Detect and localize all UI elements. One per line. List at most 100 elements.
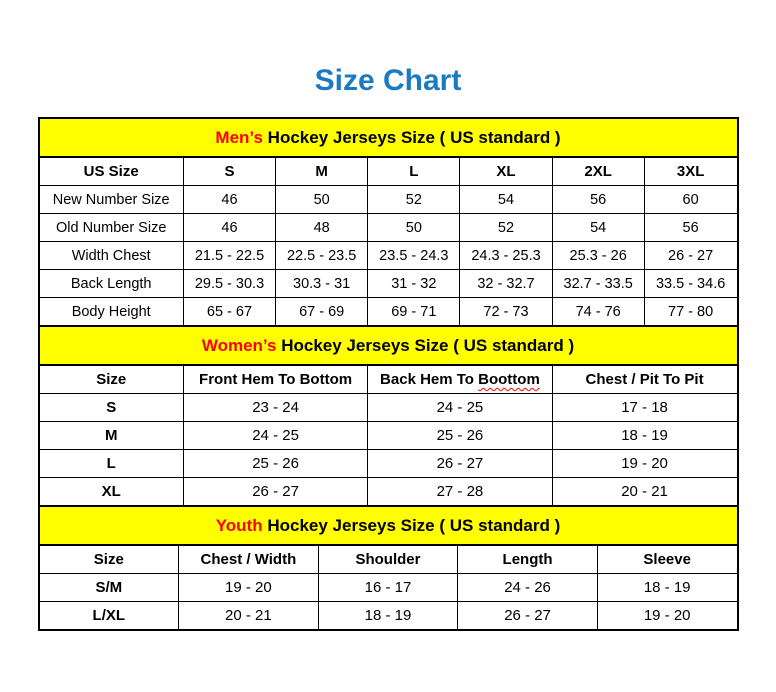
value-cell: 22.5 - 23.5 <box>275 241 369 270</box>
womens-size-table: Size Front Hem To Bottom Back Hem To Boo… <box>39 366 737 505</box>
col-header-cell: L <box>367 158 461 186</box>
col-header-cell: Size <box>39 546 180 574</box>
value-cell: 18 - 19 <box>551 421 737 450</box>
row-label-cell: L <box>39 449 184 478</box>
value-cell: 26 - 27 <box>457 601 598 629</box>
value-cell: 50 <box>367 213 461 242</box>
youth-size-table: Size Chest / Width Shoulder Length Sleev… <box>39 546 737 629</box>
mens-section-header: Men’s Hockey Jerseys Size ( US standard … <box>39 119 737 158</box>
table-row: S 23 - 24 24 - 25 17 - 18 <box>39 393 737 422</box>
row-label-cell: New Number Size <box>39 185 184 214</box>
col-header-cell: Chest / Width <box>178 546 319 574</box>
womens-section-header: Women’s Hockey Jerseys Size ( US standar… <box>39 325 737 366</box>
value-cell: 52 <box>367 185 461 214</box>
value-cell: 26 - 27 <box>182 477 369 505</box>
col-header-cell: M <box>275 158 369 186</box>
row-label-cell: Old Number Size <box>39 213 184 242</box>
youth-header-row: Size Chest / Width Shoulder Length Sleev… <box>39 546 737 574</box>
col-header-cell: Size <box>39 366 184 394</box>
table-row: Old Number Size 46 48 50 52 54 56 <box>39 213 737 242</box>
row-label-cell: S/M <box>39 573 180 602</box>
value-cell: 23 - 24 <box>182 393 369 422</box>
womens-section: Women’s Hockey Jerseys Size ( US standar… <box>39 325 737 505</box>
value-cell: 46 <box>182 213 277 242</box>
table-row: L 25 - 26 26 - 27 19 - 20 <box>39 449 737 478</box>
table-row: L/XL 20 - 21 18 - 19 26 - 27 19 - 20 <box>39 601 737 629</box>
col-header-cell: S <box>182 158 277 186</box>
row-label-cell: S <box>39 393 184 422</box>
value-cell: 19 - 20 <box>596 601 737 629</box>
womens-header-highlight: Women’s <box>201 335 277 355</box>
youth-header-highlight: Youth <box>215 515 263 535</box>
value-cell: 18 - 19 <box>317 601 459 629</box>
value-cell: 74 - 76 <box>551 297 645 325</box>
value-cell: 65 - 67 <box>182 297 277 325</box>
col-header-cell: XL <box>459 158 553 186</box>
mens-header-rest: Hockey Jerseys Size ( US standard ) <box>262 127 561 147</box>
col-header-cell: US Size <box>39 158 184 186</box>
value-cell: 48 <box>275 213 369 242</box>
youth-header-rest: Hockey Jerseys Size ( US standard ) <box>262 515 561 535</box>
value-cell: 16 - 17 <box>317 573 459 602</box>
mens-header-highlight: Men’s <box>215 127 263 147</box>
col-header-cell: Length <box>457 546 598 574</box>
womens-header-rest: Hockey Jerseys Size ( US standard ) <box>276 335 575 355</box>
mens-size-table: US Size S M L XL 2XL 3XL New Number Size… <box>39 158 737 325</box>
value-cell: 72 - 73 <box>459 297 553 325</box>
col-header-cell: 2XL <box>551 158 645 186</box>
row-label-cell: XL <box>39 477 184 505</box>
mens-section: Men’s Hockey Jerseys Size ( US standard … <box>39 119 737 325</box>
value-cell: 46 <box>182 185 277 214</box>
value-cell: 29.5 - 30.3 <box>182 269 277 298</box>
value-cell: 17 - 18 <box>551 393 737 422</box>
value-cell: 60 <box>643 185 737 214</box>
row-label-cell: M <box>39 421 184 450</box>
value-cell: 69 - 71 <box>367 297 461 325</box>
col-header-cell: 3XL <box>643 158 737 186</box>
value-cell: 18 - 19 <box>596 573 737 602</box>
value-cell: 27 - 28 <box>367 477 553 505</box>
size-chart-container: Men’s Hockey Jerseys Size ( US standard … <box>37 117 739 631</box>
col-header-cell: Shoulder <box>317 546 459 574</box>
value-cell: 26 - 27 <box>643 241 737 270</box>
col-header-cell: Sleeve <box>596 546 737 574</box>
table-row: Body Height 65 - 67 67 - 69 69 - 71 72 -… <box>39 297 737 325</box>
value-cell: 25 - 26 <box>367 421 553 450</box>
value-cell: 54 <box>551 213 645 242</box>
value-cell: 31 - 32 <box>367 269 461 298</box>
value-cell: 26 - 27 <box>367 449 553 478</box>
value-cell: 32 - 32.7 <box>459 269 553 298</box>
table-row: S/M 19 - 20 16 - 17 24 - 26 18 - 19 <box>39 573 737 602</box>
table-row: New Number Size 46 50 52 54 56 60 <box>39 185 737 214</box>
value-cell: 20 - 21 <box>551 477 737 505</box>
value-cell: 24 - 25 <box>182 421 369 450</box>
value-cell: 67 - 69 <box>275 297 369 325</box>
value-cell: 33.5 - 34.6 <box>643 269 737 298</box>
table-row: XL 26 - 27 27 - 28 20 - 21 <box>39 477 737 505</box>
value-cell: 50 <box>275 185 369 214</box>
youth-section: Youth Hockey Jerseys Size ( US standard … <box>39 505 737 629</box>
page-title: Size Chart <box>314 64 462 97</box>
value-cell: 32.7 - 33.5 <box>551 269 645 298</box>
value-cell: 56 <box>551 185 645 214</box>
womens-header-row: Size Front Hem To Bottom Back Hem To Boo… <box>39 366 737 394</box>
value-cell: 21.5 - 22.5 <box>182 241 277 270</box>
table-row: Back Length 29.5 - 30.3 30.3 - 31 31 - 3… <box>39 269 737 298</box>
table-row: Width Chest 21.5 - 22.5 22.5 - 23.5 23.5… <box>39 241 737 270</box>
row-label-cell: Body Height <box>39 297 184 325</box>
value-cell: 25 - 26 <box>182 449 369 478</box>
col-header-text: Back Hem To <box>380 371 479 388</box>
col-header-cell: Front Hem To Bottom <box>182 366 369 394</box>
col-header-cell: Chest / Pit To Pit <box>551 366 737 394</box>
youth-section-header: Youth Hockey Jerseys Size ( US standard … <box>39 505 737 546</box>
table-row: M 24 - 25 25 - 26 18 - 19 <box>39 421 737 450</box>
value-cell: 56 <box>643 213 737 242</box>
row-label-cell: L/XL <box>39 601 180 629</box>
spellcheck-underlined-word: Boottom <box>478 371 540 388</box>
value-cell: 24.3 - 25.3 <box>459 241 553 270</box>
row-label-cell: Back Length <box>39 269 184 298</box>
value-cell: 52 <box>459 213 553 242</box>
value-cell: 20 - 21 <box>178 601 319 629</box>
mens-header-row: US Size S M L XL 2XL 3XL <box>39 158 737 186</box>
value-cell: 25.3 - 26 <box>551 241 645 270</box>
